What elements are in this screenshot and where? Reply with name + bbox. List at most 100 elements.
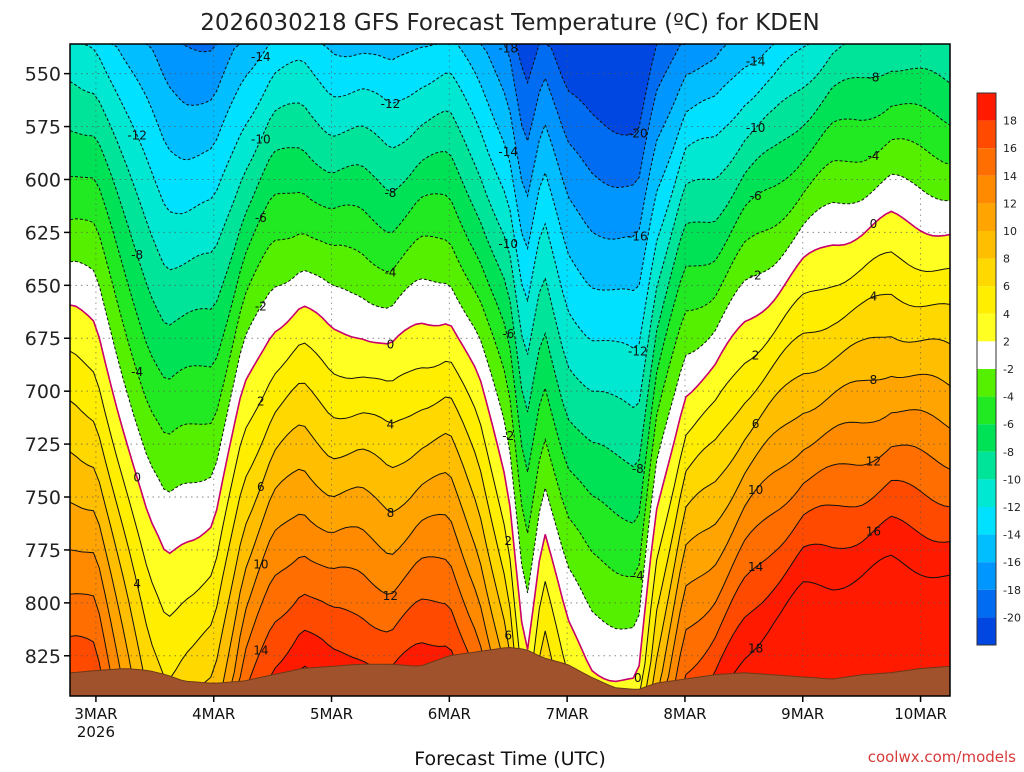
contour-label: -4 <box>131 365 143 379</box>
colorbar-label: 12 <box>1003 197 1017 210</box>
contour-label: -12 <box>381 97 401 111</box>
colorbar-label: 8 <box>1003 253 1010 266</box>
y-tick-label: 575 <box>25 117 61 139</box>
contour-label: -2 <box>750 268 762 282</box>
plot-area: -20-18-16-14-14-14-12-12-12-10-10-10-8-8… <box>70 42 950 696</box>
contour-label: 2 <box>504 534 512 548</box>
contour-label: 0 <box>133 471 141 485</box>
credit-text: coolwx.com/models <box>868 748 1016 766</box>
x-tick-label: 10MAR <box>894 705 947 723</box>
contour--14 <box>70 44 950 292</box>
colorbar-label: -8 <box>1003 446 1014 459</box>
colorbar-label: -14 <box>1003 529 1021 542</box>
y-tick-label: 650 <box>25 275 61 297</box>
contour-label: 0 <box>634 671 642 685</box>
colorbar-swatch <box>977 93 996 121</box>
contour-label: -4 <box>632 569 644 583</box>
contour-label: -20 <box>628 127 648 141</box>
contour-label: -8 <box>384 186 396 200</box>
colorbar-swatch <box>977 451 996 480</box>
colorbar-swatch <box>977 341 996 369</box>
colorbar-label: -12 <box>1003 501 1021 514</box>
grid-lines <box>70 44 950 696</box>
contour-12 <box>70 444 950 696</box>
colorbar-label: -18 <box>1003 584 1021 597</box>
colorbar-label: 4 <box>1003 308 1010 321</box>
contour-label: 10 <box>253 558 268 572</box>
contour-label: -10 <box>251 133 271 147</box>
colorbar-legend: 18 16 14 12 10 8 6 4 2 -2 -4 -6 -8 -10 -12 -14 -16 -18 -20 <box>976 92 1021 646</box>
contour-labels: -20-18-16-14-14-14-12-12-12-10-10-10-8-8… <box>127 42 881 685</box>
contour-label: -2 <box>255 299 267 313</box>
contour-label: 8 <box>870 373 878 387</box>
x-axis-label: Forecast Time (UTC) <box>414 748 605 768</box>
contour-label: -8 <box>632 462 644 476</box>
contour-label: 2 <box>257 394 265 408</box>
y-tick-label: 700 <box>25 381 61 403</box>
contour-label: -14 <box>746 54 766 68</box>
y-tick-label: 725 <box>25 434 61 456</box>
contour-label: -8 <box>867 70 879 84</box>
contour-label: -4 <box>384 266 396 280</box>
x-tick-label: 5MAR <box>310 705 353 723</box>
contour-label: -16 <box>628 230 648 244</box>
colorbar-frame <box>976 92 997 646</box>
contour--8 <box>70 67 950 468</box>
colorbar-swatch <box>977 589 996 618</box>
colorbar-label: 18 <box>1003 115 1017 128</box>
colorbar-swatch <box>977 258 996 287</box>
y-tick-label: 675 <box>25 328 61 350</box>
contour-label: 4 <box>387 417 395 431</box>
contour-label: -6 <box>255 211 267 225</box>
contour-label: 16 <box>866 524 881 538</box>
y-tick-label: 550 <box>25 64 61 86</box>
contour-label: -12 <box>127 128 147 142</box>
contour-14 <box>70 479 950 696</box>
colorbar-swatch <box>977 396 996 425</box>
colorbar-swatch <box>977 507 996 535</box>
contour-label: 14 <box>253 643 268 657</box>
y-tick-label: 775 <box>25 540 61 562</box>
contour--2 <box>70 173 950 630</box>
colorbar-label: -16 <box>1003 556 1021 569</box>
colorbar-label: 16 <box>1003 142 1017 155</box>
contour-label: -18 <box>498 42 518 56</box>
temperature-bands <box>70 44 950 696</box>
contour-lines <box>70 44 950 696</box>
x-tick-label: 9MAR <box>781 705 824 723</box>
contour-label: -10 <box>498 237 518 251</box>
x-tick-label: 7MAR <box>546 705 589 723</box>
colorbar-label: -10 <box>1003 473 1021 486</box>
contour-4 <box>70 293 950 696</box>
colorbar-label: 10 <box>1003 225 1017 238</box>
contour-label: 6 <box>752 417 760 431</box>
y-tick-label: 600 <box>25 169 61 191</box>
colorbar-label: -6 <box>1003 418 1014 431</box>
contour-label: -8 <box>131 248 143 262</box>
colorbar-label: -20 <box>1003 611 1021 624</box>
colorbar-swatch <box>977 120 996 149</box>
contour-label: 12 <box>866 454 881 468</box>
colorbar-swatch <box>977 175 996 204</box>
colorbar-swatch <box>977 617 996 645</box>
contour-10 <box>70 409 950 696</box>
colorbar-swatch <box>977 479 996 507</box>
contour-label: 0 <box>870 217 878 231</box>
colorbar-swatch <box>977 148 996 176</box>
y-tick-label: 625 <box>25 222 61 244</box>
contour-label: 0 <box>387 337 395 351</box>
contour-label: 18 <box>748 642 763 656</box>
contour-8 <box>70 373 950 696</box>
contour-label: 8 <box>387 506 395 520</box>
colorbar-label: -4 <box>1003 391 1014 404</box>
contour--12 <box>70 44 950 349</box>
x-tick-label: 8MAR <box>663 705 706 723</box>
contour-label: 10 <box>748 483 763 497</box>
colorbar-label: 2 <box>1003 335 1010 348</box>
contour-label: -6 <box>750 189 762 203</box>
contour-label: -14 <box>498 145 518 159</box>
contour-label: 4 <box>133 577 141 591</box>
contour-label: 6 <box>504 628 512 642</box>
